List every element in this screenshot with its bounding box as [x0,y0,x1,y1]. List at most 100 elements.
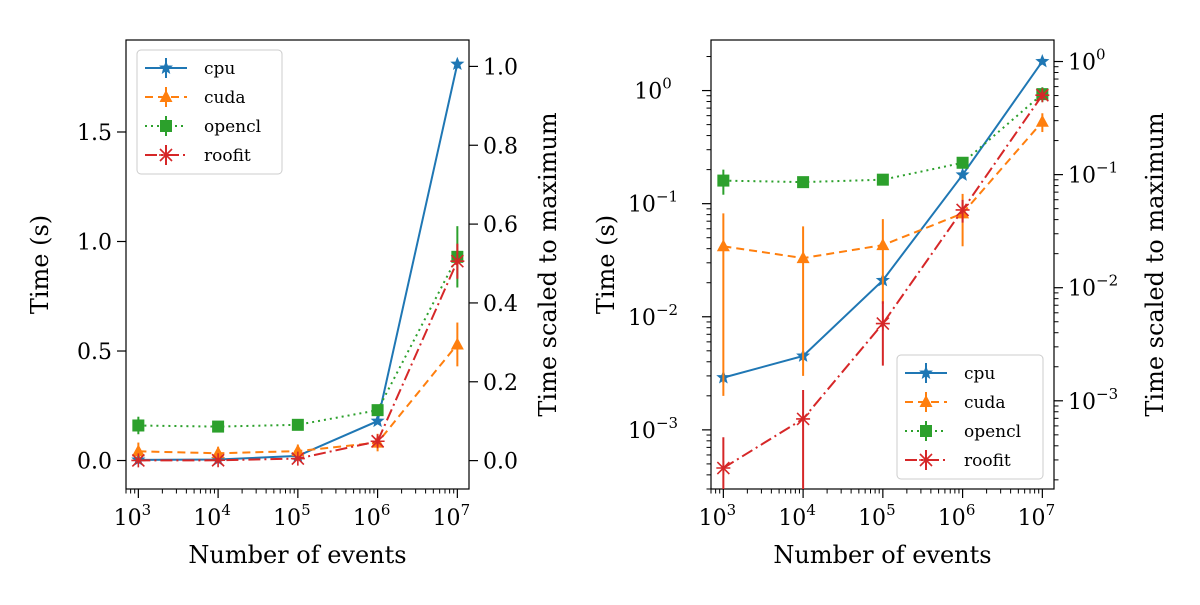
y-tick-label: 10−2 [628,301,678,331]
y-axis-label: Time (s) [26,215,54,314]
series-roofit [131,243,465,468]
data-point [1035,88,1050,103]
legend-item-cuda: cuda [145,87,246,108]
series-opencl [717,87,1049,195]
data-point [796,251,810,264]
data-point [291,444,305,457]
legend-label: opencl [964,422,1021,442]
x-axis-label: Number of events [188,541,406,569]
y2-tick-label: 100 [1068,46,1106,76]
legend-item-cpu: cpu [905,363,995,384]
legend-item-roofit: roofit [905,450,1011,471]
data-point [1035,54,1050,68]
y2-axis: 0.0 0.2 0.4 0.6 0.8 1.0 Time scaled to maximum [469,55,562,475]
series-line [723,93,1043,184]
legend: cpu cuda opencl roofit [896,354,1044,480]
legend-frame [896,354,1044,480]
legend-item-cuda: cuda [905,392,1006,413]
legend-marker [160,120,172,132]
y2-tick-label: 0.6 [483,213,518,238]
data-point [131,444,145,457]
y2-axis: 10−3 10−2 10−1 100 Time scaled to maximum [1054,46,1169,481]
y-axis: 10−3 10−2 10−1 100 Time (s) [592,56,711,490]
y-tick-label: 10−3 [628,414,678,444]
x-tick-label: 103 [699,501,737,531]
series-roofit [716,88,1050,489]
y-axis: 0.0 0.5 1.0 1.5 Time (s) [26,121,126,475]
data-point [290,451,305,466]
data-point [876,238,890,251]
y-tick-label: 0.0 [77,450,112,475]
x-tick-label: 103 [114,501,152,531]
data-point [796,411,811,426]
legend-marker [919,453,933,467]
legend-label: roofit [964,451,1011,471]
y-tick-label: 0.5 [77,340,112,365]
legend-marker [159,90,173,102]
x-tick-label: 107 [433,501,471,531]
data-point [450,56,465,71]
x-tick-label: 107 [1018,501,1056,531]
y2-tick-label: 10−1 [1068,159,1118,189]
x-tick-label: 104 [778,501,816,531]
legend-label: cpu [204,59,235,79]
data-point [291,418,304,431]
legend-marker [919,395,933,407]
data-point [370,413,385,428]
y2-tick-label: 0.0 [483,450,518,475]
legend-item-opencl: opencl [145,116,261,137]
legend-marker [159,148,173,162]
data-point [716,239,730,252]
data-point [955,167,970,181]
y2-tick-label: 0.4 [483,292,518,317]
legend-label: cpu [964,364,995,384]
y2-tick-label: 10−2 [1068,272,1118,302]
data-point [211,453,226,468]
plot-area [131,56,465,468]
legend-marker [919,365,933,380]
series-line [722,94,1044,469]
x-tick-label: 106 [353,501,391,531]
y2-tick-label: 10−3 [1068,385,1118,415]
data-point [212,420,225,433]
data-point [717,174,730,187]
y-tick-label: 100 [634,75,672,105]
data-point [875,316,890,331]
data-point [956,156,969,169]
x-axis: 103 104 105 106 107 Number of events [114,489,471,569]
data-point [211,446,225,459]
x-axis: 103 104 105 106 107 Number of events [699,489,1056,569]
y2-tick-label: 1.0 [483,55,518,80]
y2-axis-label: Time scaled to maximum [1141,112,1169,416]
data-point [132,419,145,432]
x-tick-label: 106 [938,501,976,531]
panel-left: 103 104 105 106 107 Number of events 0.0 0.5 1.0… [26,39,562,569]
series-line [138,343,459,455]
legend-frame [136,49,283,175]
data-point [797,176,810,189]
legend-item-roofit: roofit [145,145,251,166]
y2-tick-label: 0.8 [483,134,518,159]
data-point [450,337,464,350]
y-tick-label: 10−1 [628,188,678,218]
legend-label: opencl [204,117,261,137]
y2-tick-label: 0.2 [483,371,518,396]
legend-label: cuda [204,88,246,108]
legend-marker [159,60,173,75]
data-point [370,434,385,449]
y-axis-label: Time (s) [592,215,620,314]
data-point [716,461,731,476]
plot-area [716,54,1050,489]
legend-item-opencl: opencl [905,421,1021,442]
y-tick-label: 1.5 [77,121,112,146]
x-tick-label: 104 [193,501,231,531]
x-tick-label: 105 [273,501,311,531]
y-tick-label: 1.0 [77,231,112,256]
data-point [1035,114,1049,127]
legend-label: cuda [964,393,1006,413]
series-cuda [131,322,464,461]
legend-label: roofit [204,146,251,166]
